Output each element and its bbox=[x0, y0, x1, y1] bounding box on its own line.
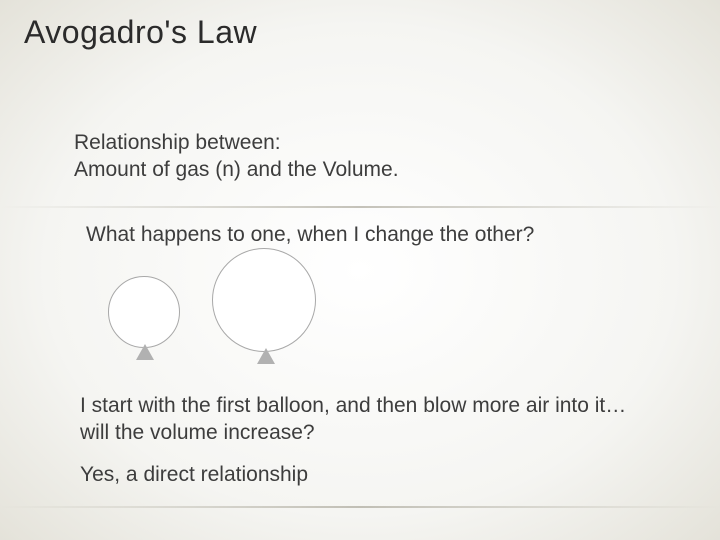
balloon-small bbox=[108, 276, 182, 348]
balloon-small-bulb bbox=[108, 276, 180, 348]
balloon-diagram bbox=[108, 268, 368, 388]
slide: Avogadro's Law Relationship between: Amo… bbox=[0, 0, 720, 540]
balloon-large-knot bbox=[257, 348, 275, 364]
slide-title: Avogadro's Law bbox=[24, 14, 257, 51]
relationship-line1: Relationship between: bbox=[74, 130, 281, 157]
question-text: What happens to one, when I change the o… bbox=[86, 222, 534, 249]
accent-line-bottom bbox=[0, 506, 720, 508]
answer-text: Yes, a direct relationship bbox=[80, 462, 308, 489]
statement-text: I start with the first balloon, and then… bbox=[80, 393, 640, 447]
balloon-large-bulb bbox=[212, 248, 316, 352]
accent-line-top bbox=[0, 206, 720, 208]
balloon-small-knot bbox=[136, 344, 154, 360]
balloon-large bbox=[212, 248, 320, 352]
relationship-line2: Amount of gas (n) and the Volume. bbox=[74, 157, 399, 184]
